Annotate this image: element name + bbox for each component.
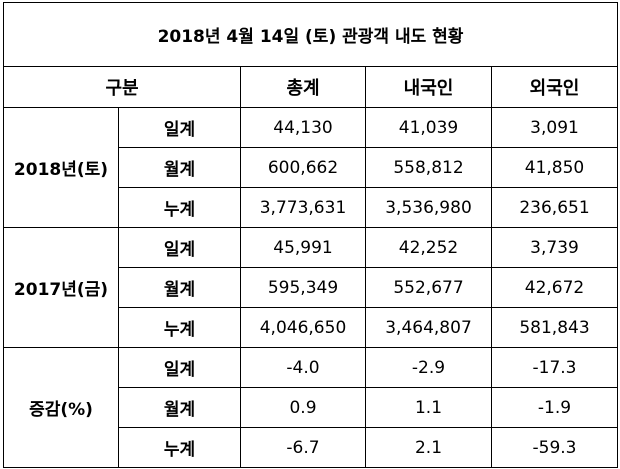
table-row: 2017년(금) 일계 45,991 42,252 3,739 xyxy=(3,227,619,348)
total-cell: 44,130 xyxy=(240,107,366,148)
table-row: 2018년(토) 일계 44,130 41,039 3,091 xyxy=(3,107,619,228)
header-foreign: 외국인 xyxy=(490,66,619,108)
table-row: 누계 4,046,650 3,464,807 581,843 xyxy=(4,307,619,348)
metric-label: 월계 xyxy=(118,147,241,188)
foreign-cell: -59.3 xyxy=(490,427,619,468)
foreign-cell: 236,651 xyxy=(490,187,619,228)
table-row: 누계 3,773,631 3,536,980 236,651 xyxy=(4,187,619,228)
domestic-cell: 1.1 xyxy=(365,387,492,428)
domestic-cell: 41,039 xyxy=(365,107,492,148)
table-row: 월계 0.9 1.1 -1.9 xyxy=(4,387,619,428)
metric-label: 일계 xyxy=(118,107,241,148)
header-row: 구분 총계 내국인 외국인 xyxy=(3,66,619,108)
foreign-cell: -17.3 xyxy=(490,347,619,388)
table-row: 누계 -6.7 2.1 -59.3 xyxy=(4,427,619,468)
foreign-cell: 42,672 xyxy=(490,267,619,308)
domestic-cell: -2.9 xyxy=(365,347,492,388)
total-cell: -6.7 xyxy=(240,427,366,468)
foreign-cell: 3,739 xyxy=(490,227,619,268)
group-label-2018: 2018년(토) xyxy=(3,107,119,228)
foreign-cell: 581,843 xyxy=(490,307,619,348)
header-total: 총계 xyxy=(240,66,366,108)
domestic-cell: 3,464,807 xyxy=(365,307,492,348)
domestic-cell: 3,536,980 xyxy=(365,187,492,228)
metric-label: 월계 xyxy=(118,387,241,428)
total-cell: 45,991 xyxy=(240,227,366,268)
header-domestic: 내국인 xyxy=(365,66,492,108)
table-title: 2018년 4월 14일 (토) 관광객 내도 현황 xyxy=(2,2,619,67)
metric-label: 누계 xyxy=(118,307,241,348)
foreign-cell: -1.9 xyxy=(490,387,619,428)
domestic-cell: 42,252 xyxy=(365,227,492,268)
total-cell: 0.9 xyxy=(240,387,366,428)
total-cell: 600,662 xyxy=(240,147,366,188)
table-row: 월계 600,662 558,812 41,850 xyxy=(4,147,619,188)
domestic-cell: 2.1 xyxy=(365,427,492,468)
metric-label: 일계 xyxy=(118,227,241,268)
metric-label: 누계 xyxy=(118,187,241,228)
total-cell: 3,773,631 xyxy=(240,187,366,228)
total-cell: 4,046,650 xyxy=(240,307,366,348)
group-label-2017: 2017년(금) xyxy=(3,227,119,348)
domestic-cell: 558,812 xyxy=(365,147,492,188)
table-row: 월계 595,349 552,677 42,672 xyxy=(4,267,619,308)
metric-label: 일계 xyxy=(118,347,241,388)
group-label-change: 증감(%) xyxy=(3,347,119,468)
total-cell: -4.0 xyxy=(240,347,366,388)
metric-label: 월계 xyxy=(118,267,241,308)
foreign-cell: 41,850 xyxy=(490,147,619,188)
header-category: 구분 xyxy=(3,66,241,108)
domestic-cell: 552,677 xyxy=(365,267,492,308)
table-row: 증감(%) 일계 -4.0 -2.9 -17.3 xyxy=(3,347,619,468)
metric-label: 누계 xyxy=(118,427,241,468)
foreign-cell: 3,091 xyxy=(490,107,619,148)
total-cell: 595,349 xyxy=(240,267,366,308)
